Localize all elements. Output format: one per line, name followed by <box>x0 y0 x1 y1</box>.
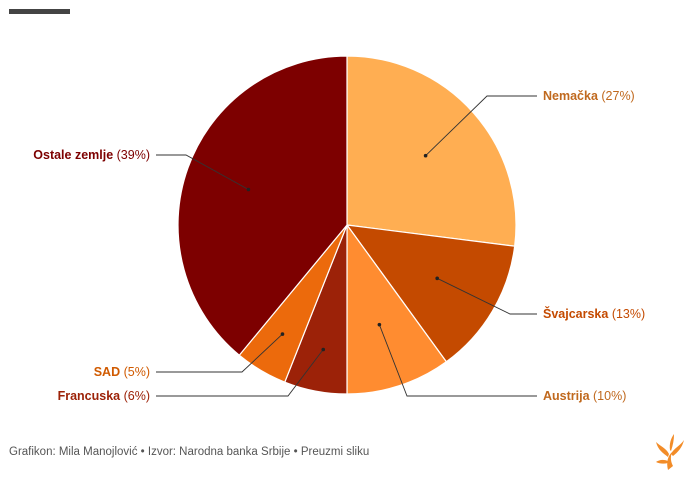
leader-line-nemacka <box>425 95 537 157</box>
footer-credit[interactable]: Grafikon: Mila Manojlović • Izvor: Narod… <box>9 446 370 458</box>
leader-dot-nemacka <box>423 153 428 158</box>
pie-slice-austrija <box>346 223 448 395</box>
leader-dot-ostale-zemlje <box>246 187 251 192</box>
slice-label-ostale-zemlje: Ostale zemlje (39%) <box>33 148 150 162</box>
leader-dot-sad <box>280 332 285 336</box>
slice-label-svajcarska: Švajcarska (13%) <box>543 306 645 321</box>
slice-label-nemacka: Nemačka (27%) <box>543 89 635 103</box>
slice-label-percent: (39%) <box>113 148 150 162</box>
pie-slice-svajcarska <box>345 224 516 363</box>
pie-slice-ostale-zemlje <box>177 55 348 357</box>
leader-lines <box>156 95 537 397</box>
slice-label-name: Francuska <box>58 389 122 403</box>
leader-dot-francuska <box>321 347 326 352</box>
slice-label-name: Ostale zemlje <box>33 148 113 162</box>
slice-label-francuska: Francuska (6%) <box>58 389 150 403</box>
leader-line-ostale-zemlje <box>156 154 249 190</box>
pie-slice-nemacka <box>346 55 517 247</box>
header-accent-bar <box>9 9 70 14</box>
slice-label-percent: (5%) <box>120 365 150 379</box>
leader-line-austrija <box>378 324 537 397</box>
slice-label-name: SAD <box>94 365 120 379</box>
slice-label-sad: SAD (5%) <box>94 365 150 379</box>
slice-label-percent: (13%) <box>608 307 645 321</box>
leader-dot-austrija <box>377 322 382 327</box>
leader-dot-svajcarska <box>435 276 439 281</box>
slice-labels: Nemačka (27%) Švajcarska (13%) Austrija (1… <box>33 89 645 403</box>
slice-label-percent: (27%) <box>598 89 635 103</box>
rfe-flame-logo-icon <box>656 434 684 470</box>
pie-slices <box>177 55 517 395</box>
slice-label-austrija: Austrija (10%) <box>543 389 626 403</box>
slice-label-percent: (10%) <box>590 389 627 403</box>
slice-label-name: Švajcarska <box>543 306 609 321</box>
leader-line-francuska <box>156 349 324 397</box>
slice-label-name: Austrija <box>543 389 591 403</box>
leader-line-sad <box>156 333 283 373</box>
leader-line-svajcarska <box>436 277 537 315</box>
slice-label-name: Nemačka <box>543 89 599 103</box>
slice-label-percent: (6%) <box>120 389 150 403</box>
